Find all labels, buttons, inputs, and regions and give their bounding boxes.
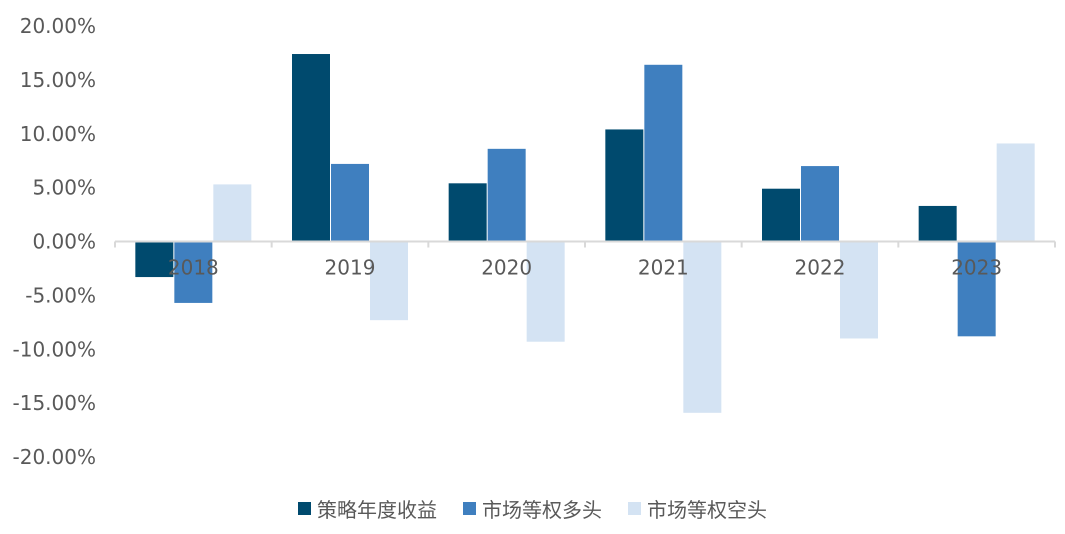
bar-2023-series-1 bbox=[918, 205, 957, 242]
x-tick-label: 2023 bbox=[951, 256, 1002, 280]
bar-2020-series-2 bbox=[487, 148, 526, 242]
y-tick-label: -5.00% bbox=[25, 283, 96, 307]
bar-2021-series-1 bbox=[605, 129, 644, 242]
bar-2023-series-2 bbox=[957, 241, 996, 337]
bars bbox=[135, 54, 1035, 413]
legend-swatch bbox=[298, 502, 311, 515]
bar-2019-series-1 bbox=[292, 54, 330, 242]
legend-item: 策略年度收益 bbox=[298, 494, 437, 523]
x-tick-label: 2019 bbox=[325, 256, 376, 280]
legend-item: 市场等权空头 bbox=[628, 494, 767, 523]
y-tick-label: 15.00% bbox=[20, 68, 96, 92]
x-axis: 2018 2019 2020 2021 2022 2023 bbox=[114, 240, 1056, 280]
bar-chart: 20.00% 15.00% 10.00% 5.00% 0.00% -5.00% -10.00… bbox=[13, 14, 1056, 469]
y-tick-label: 10.00% bbox=[20, 122, 96, 146]
bar-2021-series-3 bbox=[683, 241, 722, 413]
bar-2022-series-1 bbox=[762, 188, 800, 242]
y-tick-label: 5.00% bbox=[32, 176, 96, 200]
legend-label: 市场等权多头 bbox=[482, 498, 602, 522]
y-tick-label: -10.00% bbox=[13, 337, 96, 361]
bar-2021-series-2 bbox=[644, 64, 683, 242]
bar-2020-series-1 bbox=[448, 183, 487, 242]
bar-2020-series-3 bbox=[526, 241, 565, 342]
bar-2022-series-3 bbox=[840, 241, 878, 339]
legend: 策略年度收益 市场等权多头 市场等权空头 bbox=[0, 494, 1065, 523]
y-tick-label: 20.00% bbox=[20, 14, 96, 38]
y-tick-label: -20.00% bbox=[13, 445, 96, 469]
legend-swatch bbox=[463, 502, 476, 515]
y-tick-label: 0.00% bbox=[32, 230, 96, 254]
y-axis: 20.00% 15.00% 10.00% 5.00% 0.00% -5.00% -10.00… bbox=[13, 14, 96, 469]
bar-2023-series-3 bbox=[996, 143, 1035, 242]
bar-2018-series-1 bbox=[135, 241, 174, 278]
bar-2019-series-3 bbox=[370, 241, 408, 321]
x-tick-label: 2020 bbox=[481, 256, 532, 280]
legend-swatch bbox=[628, 502, 641, 515]
bar-2018-series-3 bbox=[213, 184, 252, 242]
bar-2018-series-2 bbox=[174, 241, 213, 303]
x-tick-label: 2018 bbox=[168, 256, 219, 280]
legend-item: 市场等权多头 bbox=[463, 494, 602, 523]
x-tick-label: 2021 bbox=[638, 256, 689, 280]
legend-label: 市场等权空头 bbox=[647, 498, 767, 522]
legend-label: 策略年度收益 bbox=[317, 498, 437, 522]
y-tick-label: -15.00% bbox=[13, 391, 96, 415]
x-tick-label: 2022 bbox=[795, 256, 846, 280]
bar-2019-series-2 bbox=[331, 163, 369, 242]
bar-2022-series-2 bbox=[801, 166, 839, 242]
